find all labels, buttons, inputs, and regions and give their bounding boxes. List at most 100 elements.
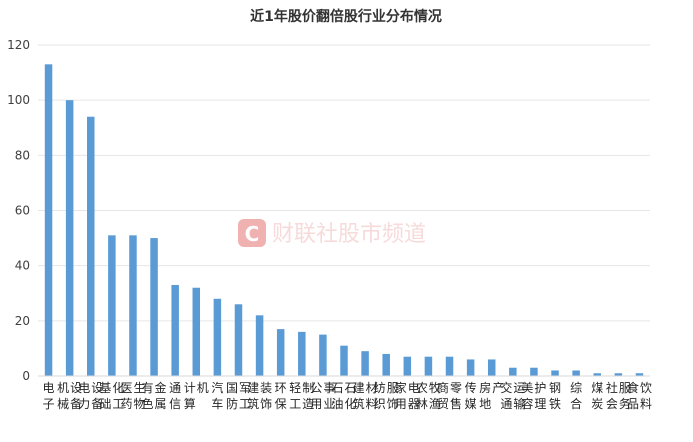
x-tick-char: 军: [239, 381, 251, 395]
y-tick-label: 120: [7, 38, 30, 52]
x-tick-char: 机: [197, 381, 209, 395]
bar-4: [108, 235, 116, 376]
x-tick-char: 子: [43, 397, 55, 411]
y-tick-label: 0: [22, 369, 30, 383]
y-tick-label: 20: [15, 314, 30, 328]
x-tick-char: 会: [606, 397, 618, 411]
x-tick-char: 纺: [374, 381, 386, 395]
x-tick-char: 筑: [247, 396, 259, 411]
x-tick-label: 煤炭: [591, 381, 603, 411]
x-tick-char: 器: [408, 397, 420, 411]
bar-10: [234, 304, 243, 376]
x-tick-char: 料: [640, 397, 652, 411]
x-tick-char: 建: [353, 381, 365, 395]
bar-2: [65, 100, 74, 377]
x-tick-char: 渔: [429, 397, 441, 411]
x-tick-char: 轻: [289, 381, 301, 395]
x-tick-char: 物: [133, 397, 145, 411]
x-tick-char: 织: [374, 397, 386, 411]
x-tick-char: 料: [366, 397, 378, 411]
x-tick-char: 房: [479, 380, 491, 395]
x-tick-char: 材: [366, 381, 378, 395]
x-tick-char: 建: [247, 381, 259, 395]
x-tick-char: 用: [310, 397, 322, 411]
x-tick-char: 美: [521, 381, 533, 395]
bar-25: [551, 370, 559, 376]
grid-lines: [38, 44, 650, 322]
watermark-logo-letter: C: [245, 222, 260, 246]
bar-18: [403, 356, 412, 376]
bar-5: [129, 235, 137, 376]
x-tick-char: 铁: [549, 397, 561, 411]
x-tick-char: 油: [331, 397, 343, 411]
x-tick-char: 环: [275, 381, 287, 395]
bar-22: [487, 359, 496, 376]
x-tick-char: 属: [155, 397, 167, 411]
bar-27: [593, 373, 601, 376]
x-tick-char: 车: [211, 396, 223, 411]
x-tick-label: 计算机: [184, 381, 209, 411]
x-tick-char: 品: [627, 397, 639, 411]
x-tick-char: 医: [120, 381, 132, 395]
x-tick-char: 汽: [211, 380, 223, 395]
watermark-text: 财联社股市频道: [272, 222, 426, 247]
x-tick-char: 输: [513, 396, 525, 411]
x-tick-char: 计: [184, 381, 196, 395]
bar-26: [572, 370, 580, 376]
bar-9: [213, 298, 222, 376]
x-tick-char: 事: [323, 381, 335, 395]
bar-3: [87, 116, 95, 376]
x-tick-char: 交: [500, 380, 512, 395]
x-tick-label: 通信: [169, 381, 181, 411]
bar-8: [192, 287, 201, 376]
x-tick-char: 械: [57, 396, 69, 411]
x-tick-char: 通: [500, 397, 512, 411]
x-tick-char: 服: [619, 381, 631, 395]
bar-12: [276, 329, 285, 376]
watermark-logo: [238, 219, 266, 247]
x-tick-char: 设: [70, 381, 82, 395]
x-tick-char: 备: [70, 397, 82, 411]
x-tick-char: 煤: [591, 381, 603, 395]
bar-23: [509, 367, 517, 376]
y-tick-label: 60: [15, 204, 30, 218]
chart-title: 近1年股价翻倍股行业分布情况: [250, 8, 442, 25]
x-tick-char: 合: [570, 396, 582, 411]
x-tick-char: 国: [226, 381, 238, 395]
x-tick-char: 金: [155, 380, 167, 395]
bars: [44, 64, 644, 377]
x-tick-label: 环保: [275, 381, 287, 411]
x-tick-char: 钢: [549, 381, 561, 395]
x-tick-char: 商: [437, 380, 449, 395]
x-tick-char: 媒: [465, 397, 477, 411]
x-tick-char: 算: [184, 396, 196, 411]
x-tick-char: 饰: [260, 397, 272, 411]
x-tick-char: 化: [112, 381, 124, 395]
x-tick-char: 机: [57, 381, 69, 395]
x-tick-char: 业: [323, 397, 335, 411]
x-tick-char: 生: [133, 381, 145, 395]
bar-1: [44, 64, 53, 376]
x-tick-label: 房地产: [479, 380, 504, 411]
x-tick-char: 售: [450, 396, 462, 411]
x-tick-char: 护: [534, 381, 546, 395]
x-tick-char: 化: [344, 397, 356, 411]
x-tick-label: 电子: [43, 381, 55, 411]
x-tick-char: 林: [416, 397, 428, 411]
x-tick-char: 色: [142, 397, 154, 411]
y-axis-ticks: 0 20 40 60 80 100 120: [7, 38, 30, 383]
